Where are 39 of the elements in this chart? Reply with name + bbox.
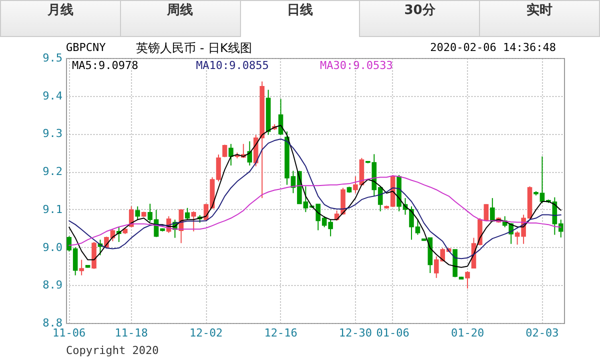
x-tick-label: 02-03	[526, 326, 559, 340]
y-tick-label: 8.9	[42, 278, 62, 292]
candlestick	[79, 259, 84, 276]
candlestick	[135, 206, 140, 220]
candlestick	[490, 198, 495, 222]
text: MA10:9.0855	[196, 59, 269, 72]
candlestick	[228, 143, 234, 166]
y-tick-label: 9.5	[42, 52, 62, 64]
text: Copyright 2020	[66, 344, 159, 357]
y-tick-label: 9.4	[42, 89, 63, 102]
chart-title: 英镑人民币 - 日K线图	[136, 41, 252, 55]
candlestick	[222, 144, 228, 158]
text: 2020-02-06 14:36:48	[430, 41, 556, 54]
x-tick-label: 11-18	[114, 326, 148, 340]
candlestick	[191, 210, 196, 232]
x-tick-label: 12-02	[190, 326, 223, 340]
x-tick-label: 01-20	[450, 326, 484, 340]
text: 日线	[240, 1, 360, 37]
y-tick-label: 9.3	[42, 127, 62, 140]
y-tick-label: 9.1	[42, 202, 62, 216]
x-tick-label: 01-06	[376, 326, 410, 340]
line-series	[68, 138, 562, 260]
text: 实时	[480, 1, 599, 37]
y-tick-label: 8.8	[42, 316, 62, 330]
candlestick	[484, 204, 489, 222]
text: 月线	[1, 1, 121, 37]
candlestick	[465, 270, 470, 290]
y-tick-label: 9.0	[42, 240, 62, 254]
text: MA5:9.0978	[72, 59, 138, 72]
candlestick	[247, 140, 252, 166]
text: MA30:9.0533	[320, 59, 393, 72]
text: 30分	[360, 1, 480, 37]
y-tick-label: 9.2	[42, 165, 62, 178]
chart-subtitle: GBPCNY	[66, 41, 106, 54]
x-tick-label: 12-16	[264, 326, 298, 340]
text: 周线	[120, 1, 241, 37]
x-tick-label: 11-06	[52, 326, 86, 340]
candlestick	[184, 207, 190, 220]
x-tick-label: 12-30	[338, 326, 372, 340]
